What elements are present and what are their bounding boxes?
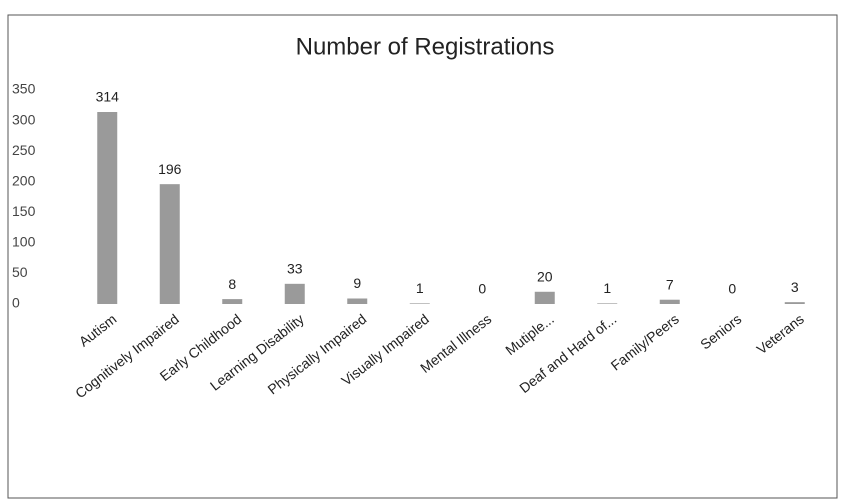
y-tick-label: 350 <box>12 81 36 97</box>
data-label: 20 <box>537 268 553 284</box>
bar <box>222 299 243 304</box>
bar <box>347 298 368 304</box>
data-label: 7 <box>666 276 674 292</box>
data-label: 8 <box>228 276 236 292</box>
y-tick-label: 50 <box>12 264 28 280</box>
y-tick-label: 100 <box>12 234 36 250</box>
y-tick-label: 200 <box>12 172 36 188</box>
y-tick-label: 250 <box>12 142 36 158</box>
bar <box>97 112 118 304</box>
chart-title: Number of Registrations <box>296 33 555 60</box>
bar <box>159 184 180 304</box>
bar <box>284 283 305 304</box>
data-label: 1 <box>603 280 611 296</box>
y-tick-label: 300 <box>12 111 36 127</box>
data-label: 3 <box>791 279 799 295</box>
y-tick-label: 150 <box>12 203 36 219</box>
bar <box>597 303 618 304</box>
bar <box>784 302 805 304</box>
data-label: 0 <box>728 281 736 297</box>
bar <box>659 299 680 304</box>
data-label: 0 <box>478 281 486 297</box>
bar <box>534 291 555 304</box>
y-tick-label: 0 <box>12 295 20 311</box>
data-label: 33 <box>287 261 303 277</box>
data-label: 196 <box>158 161 182 177</box>
data-label: 1 <box>416 280 424 296</box>
bar <box>409 303 430 304</box>
data-label: 314 <box>96 89 120 105</box>
chart-border <box>7 14 838 499</box>
data-label: 9 <box>353 275 361 291</box>
